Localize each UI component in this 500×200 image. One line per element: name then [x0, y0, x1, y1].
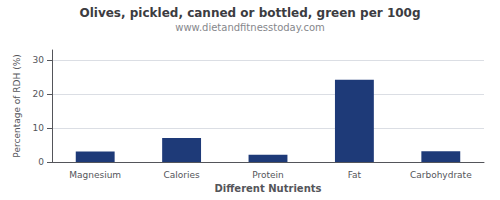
svg-text:www.dietandfitnesstoday.com: www.dietandfitnesstoday.com: [175, 22, 324, 33]
svg-text:30: 30: [33, 55, 45, 65]
svg-text:Calories: Calories: [163, 170, 200, 180]
svg-text:0: 0: [38, 157, 44, 167]
svg-text:Different Nutrients: Different Nutrients: [215, 183, 322, 194]
svg-text:10: 10: [33, 123, 45, 133]
svg-text:Fat: Fat: [348, 170, 362, 180]
svg-text:Protein: Protein: [252, 170, 284, 180]
svg-text:Carbohydrate: Carbohydrate: [410, 170, 472, 180]
svg-text:Magnesium: Magnesium: [69, 170, 121, 180]
svg-text:20: 20: [33, 89, 45, 99]
svg-text:Olives, pickled, canned or bot: Olives, pickled, canned or bottled, gree…: [79, 6, 420, 20]
svg-text:Percentage of RDH (%): Percentage of RDH (%): [12, 54, 22, 157]
